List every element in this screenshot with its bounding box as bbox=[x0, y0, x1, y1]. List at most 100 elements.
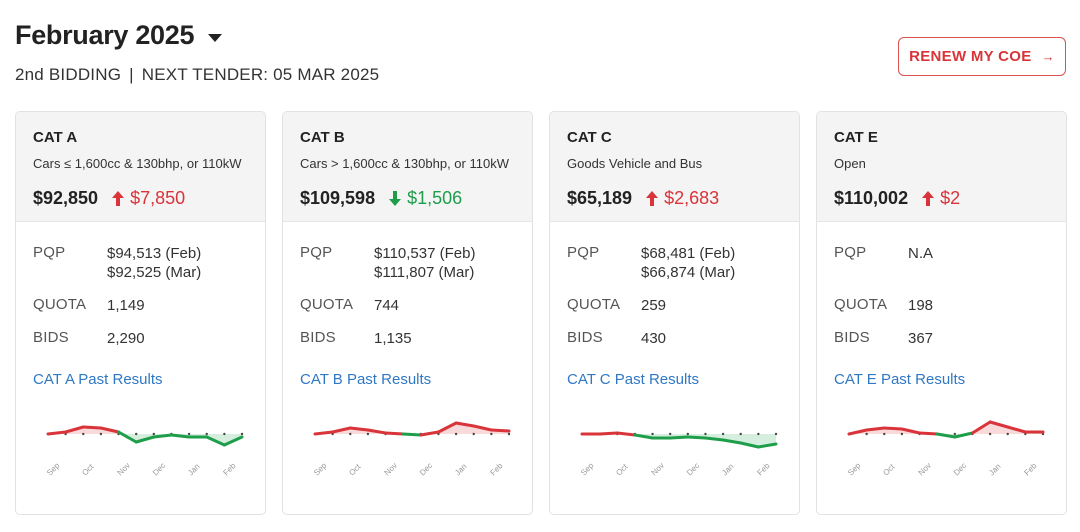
card-header: CAT E Open $110,002 $2 bbox=[817, 112, 1066, 222]
bids-label: BIDS bbox=[567, 329, 603, 346]
price-change: $2,683 bbox=[646, 188, 719, 209]
trend-segment bbox=[99, 426, 121, 434]
trend-sparkline: Sep Oct Nov Dec Jan Feb bbox=[846, 420, 1045, 478]
category-name: CAT C bbox=[567, 129, 612, 146]
trend-segment bbox=[313, 430, 335, 436]
trend-segment bbox=[847, 428, 869, 436]
tick-label: Sep bbox=[312, 461, 329, 478]
area-fill bbox=[990, 422, 1008, 434]
tick-label: Dec bbox=[685, 461, 701, 477]
baseline-dot bbox=[82, 432, 85, 436]
baseline-dot bbox=[865, 432, 868, 436]
pqp-mar: $111,807 (Mar) bbox=[374, 264, 475, 281]
baseline-dot bbox=[651, 432, 654, 436]
category-name: CAT A bbox=[33, 129, 78, 146]
trend-segment bbox=[454, 421, 476, 428]
trend-segment bbox=[419, 430, 440, 437]
baseline-dot bbox=[454, 432, 458, 436]
tick-label: Feb bbox=[221, 461, 238, 478]
tick-label: Sep bbox=[846, 461, 863, 478]
renew-coe-button[interactable]: RENEW MY COE → bbox=[898, 37, 1066, 76]
quota-row: QUOTA 259 bbox=[567, 296, 782, 329]
bids-value: 2,290 bbox=[107, 330, 145, 347]
category-card: CAT B Cars > 1,600cc & 130bhp, or 110kW … bbox=[282, 111, 533, 515]
price-row: $65,189 $2,683 bbox=[567, 188, 782, 209]
price-change-value: $7,850 bbox=[130, 188, 186, 208]
baseline-dot bbox=[223, 432, 226, 436]
renew-coe-label: RENEW MY COE bbox=[909, 48, 1032, 65]
past-results-link[interactable]: CAT A Past Results bbox=[33, 371, 163, 388]
trend-segment bbox=[900, 427, 922, 435]
arrow-right-icon: → bbox=[1041, 49, 1055, 64]
price-change-value: $2,683 bbox=[664, 188, 720, 208]
card-header: CAT A Cars ≤ 1,600cc & 130bhp, or 110kW … bbox=[16, 112, 265, 222]
past-results-link[interactable]: CAT E Past Results bbox=[834, 371, 966, 388]
tick-label: Feb bbox=[755, 461, 772, 478]
category-name: CAT E bbox=[834, 129, 878, 146]
bids-row: BIDS 2,290 bbox=[33, 329, 248, 371]
page-title[interactable]: February 2025 bbox=[15, 20, 195, 50]
trend-segment bbox=[331, 426, 352, 434]
quota-row: QUOTA 1,149 bbox=[33, 296, 248, 329]
baseline-dot bbox=[187, 432, 191, 436]
baseline-dot bbox=[774, 432, 778, 436]
trend-segment bbox=[134, 435, 156, 444]
trend-segment bbox=[756, 442, 778, 449]
baseline-dot bbox=[490, 432, 493, 436]
tick-label: Jan bbox=[453, 462, 468, 477]
trend-segment bbox=[348, 426, 370, 432]
trend-segment bbox=[489, 428, 511, 433]
quota-label: QUOTA bbox=[567, 296, 621, 313]
category-card: CAT E Open $110,002 $2 PQP N.A QUOTA 198… bbox=[816, 111, 1067, 515]
baseline-dot bbox=[757, 432, 760, 436]
caret-down-icon[interactable] bbox=[208, 33, 223, 42]
baseline-dot bbox=[721, 432, 725, 436]
tick-label: Jan bbox=[720, 462, 735, 477]
price-change: $7,850 bbox=[112, 188, 185, 209]
tick-label: Nov bbox=[650, 461, 666, 477]
trend-segment bbox=[384, 431, 405, 436]
quota-label: QUOTA bbox=[834, 296, 888, 313]
baseline-dot bbox=[988, 432, 992, 436]
trend-segment bbox=[152, 433, 173, 439]
arrow-down-icon bbox=[389, 191, 402, 206]
pqp-values: $110,537 (Feb) $111,807 (Mar) bbox=[374, 244, 475, 296]
baseline-dot bbox=[349, 432, 352, 436]
trend-segment bbox=[953, 431, 974, 439]
card-body: PQP N.A QUOTA 198 BIDS 367 CAT E Past Re… bbox=[817, 222, 1066, 388]
arrow-up-icon bbox=[646, 191, 659, 206]
trend-sparkline: Sep Oct Nov Dec Jan Feb bbox=[579, 431, 778, 478]
tick-label: Nov bbox=[383, 461, 399, 477]
category-card: CAT A Cars ≤ 1,600cc & 130bhp, or 110kW … bbox=[15, 111, 266, 515]
pqp-row: PQP N.A bbox=[834, 244, 1049, 296]
baseline-dot bbox=[686, 432, 690, 436]
pqp-feb: $94,513 (Feb) bbox=[107, 245, 202, 262]
tick-label: Sep bbox=[45, 461, 62, 478]
category-description: Cars > 1,600cc & 130bhp, or 110kW bbox=[300, 156, 509, 171]
coe-price: $110,002 bbox=[834, 188, 909, 208]
quota-value: 744 bbox=[374, 297, 400, 314]
arrow-up-icon bbox=[112, 191, 125, 206]
price-row: $110,002 $2 bbox=[834, 188, 1049, 209]
past-results-link[interactable]: CAT C Past Results bbox=[567, 371, 699, 388]
baseline-dot bbox=[668, 432, 672, 436]
past-results-link[interactable]: CAT B Past Results bbox=[300, 371, 432, 388]
month-selector[interactable]: February 2025 bbox=[15, 20, 379, 51]
pqp-label: PQP bbox=[834, 244, 867, 261]
pqp-values: $94,513 (Feb) $92,525 (Mar) bbox=[107, 244, 201, 296]
card-header: CAT C Goods Vehicle and Bus $65,189 $2,6… bbox=[550, 112, 799, 222]
tick-label: Feb bbox=[488, 461, 505, 478]
quota-value: 259 bbox=[641, 297, 667, 314]
trend-segment bbox=[739, 441, 760, 449]
baseline-dot bbox=[1006, 432, 1009, 436]
card-header: CAT B Cars > 1,600cc & 130bhp, or 110kW … bbox=[283, 112, 532, 222]
trend-sparkline: Sep Oct Nov Dec Jan Feb bbox=[312, 421, 511, 478]
tick-label: Dec bbox=[418, 461, 434, 477]
baseline-dot bbox=[152, 432, 156, 436]
price-change: $1,506 bbox=[389, 188, 462, 209]
tick-label: Nov bbox=[917, 461, 933, 477]
pqp-mar: $92,525 (Mar) bbox=[107, 264, 202, 281]
pqp-label: PQP bbox=[567, 244, 600, 261]
baseline-dot bbox=[366, 432, 370, 436]
trend-segment bbox=[686, 435, 707, 440]
